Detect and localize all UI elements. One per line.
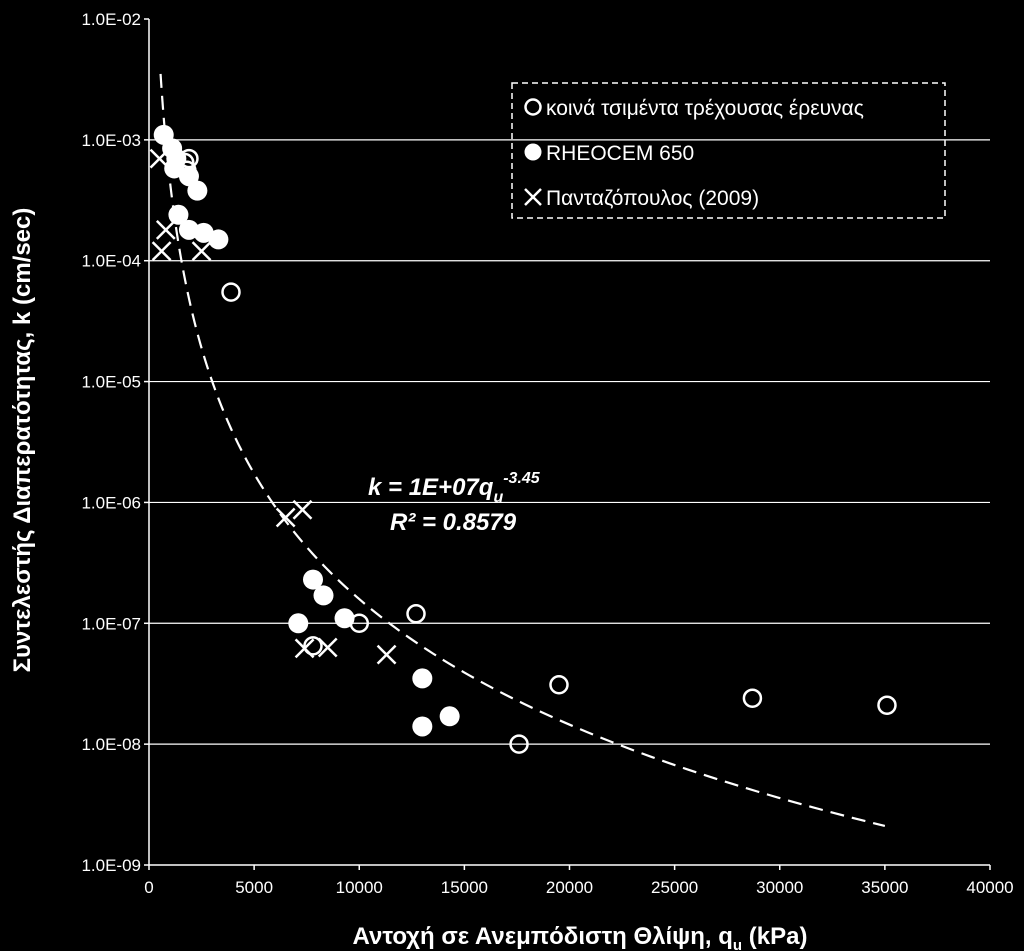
cross-stroke bbox=[191, 241, 212, 262]
x-tick-label: 25000 bbox=[651, 878, 698, 897]
data-point-cross bbox=[155, 219, 176, 240]
cross-stroke bbox=[294, 638, 315, 659]
r-squared-label: R² = 0.8579 bbox=[390, 509, 517, 536]
data-point-filled-circle bbox=[302, 569, 323, 590]
data-point-filled-circle bbox=[288, 613, 309, 634]
cross-stroke bbox=[376, 644, 397, 665]
data-point-filled-circle bbox=[439, 706, 460, 727]
y-tick-label: 1.0E-04 bbox=[81, 252, 141, 271]
x-tick-label: 30000 bbox=[756, 878, 803, 897]
x-tick-label: 5000 bbox=[235, 878, 273, 897]
legend-label-series-2: RHEOCEM 650 bbox=[546, 142, 694, 165]
x-tick-label: 10000 bbox=[336, 878, 383, 897]
x-tick-labels: 0 5000 10000 15000 20000 25000 30000 35000 40000 bbox=[144, 878, 1013, 897]
legend-box bbox=[511, 82, 946, 219]
trendline-equation: k = 1E+07qu-3.45 bbox=[368, 470, 541, 506]
data-point-filled-circle bbox=[178, 166, 199, 187]
cross-stroke bbox=[317, 637, 338, 658]
y-axis-label: Συντελεστής Διαπερατότητας, k (cm/sec) bbox=[9, 208, 36, 673]
data-point-cross bbox=[294, 638, 315, 659]
y-tick-label: 1.0E-02 bbox=[81, 10, 141, 29]
legend-cross-icon bbox=[524, 188, 542, 206]
trendline-group bbox=[159, 73, 886, 828]
y-tick-label: 1.0E-05 bbox=[81, 373, 141, 392]
axes bbox=[148, 19, 990, 866]
data-point-open-circle bbox=[303, 636, 323, 656]
data-point-filled-circle bbox=[187, 180, 208, 201]
cross-stroke bbox=[155, 219, 176, 240]
data-point-cross bbox=[191, 241, 212, 262]
x-tick-label: 15000 bbox=[441, 878, 488, 897]
data-point-cross bbox=[151, 241, 172, 262]
data-point-cross bbox=[376, 644, 397, 665]
x-axis-label: Αντοχή σε Ανεμπόδιστη Θλίψη, qu (kPa) bbox=[353, 923, 808, 951]
legend-label-series-3: Πανταζόπουλος (2009) bbox=[546, 187, 759, 210]
cross-stroke bbox=[151, 241, 172, 262]
legend-filled-circle-icon bbox=[524, 143, 542, 161]
data-point-filled-circle bbox=[164, 158, 185, 179]
data-point-filled-circle bbox=[334, 608, 355, 629]
data-point-cross bbox=[275, 507, 296, 528]
data-point-open-circle bbox=[549, 675, 569, 695]
x-tick-label: 20000 bbox=[546, 878, 593, 897]
data-point-open-circle bbox=[877, 695, 897, 715]
data-point-open-circle bbox=[509, 734, 529, 754]
y-tick-label: 1.0E-09 bbox=[81, 856, 141, 875]
cross-stroke bbox=[275, 507, 296, 528]
data-point-open-circle bbox=[406, 603, 426, 624]
data-point-cross bbox=[292, 499, 313, 520]
cross-stroke bbox=[292, 499, 313, 520]
data-point-cross bbox=[317, 637, 338, 658]
y-tick-label: 1.0E-08 bbox=[81, 735, 141, 754]
x-tick-label: 0 bbox=[144, 878, 153, 897]
data-points bbox=[149, 124, 897, 754]
power-trendline bbox=[159, 73, 886, 828]
x-tick-label: 35000 bbox=[861, 878, 908, 897]
y-tick-label: 1.0E-03 bbox=[81, 131, 141, 150]
y-tick-label: 1.0E-06 bbox=[81, 493, 141, 512]
data-point-filled-circle bbox=[168, 204, 189, 225]
x-tick-label: 40000 bbox=[966, 878, 1013, 897]
data-point-open-circle bbox=[742, 688, 763, 708]
data-point-open-circle bbox=[221, 282, 241, 302]
legend-label-series-1: κοινά τσιμέντα τρέχουσας έρευνας bbox=[546, 97, 864, 120]
data-point-filled-circle bbox=[208, 229, 229, 250]
data-point-filled-circle bbox=[313, 585, 334, 606]
data-point-cross bbox=[149, 148, 170, 169]
y-tick-label: 1.0E-07 bbox=[81, 614, 141, 633]
y-tick-labels: 1.0E-09 1.0E-08 1.0E-07 1.0E-06 1.0E-05 1.0E-… bbox=[81, 10, 141, 875]
legend: κοινά τσιμέντα τρέχουσας έρευνας RHEOCEM… bbox=[511, 82, 946, 219]
data-point-filled-circle bbox=[412, 716, 433, 737]
data-point-filled-circle bbox=[412, 668, 433, 689]
cross-stroke bbox=[149, 148, 170, 169]
legend-open-circle-icon bbox=[524, 98, 542, 116]
